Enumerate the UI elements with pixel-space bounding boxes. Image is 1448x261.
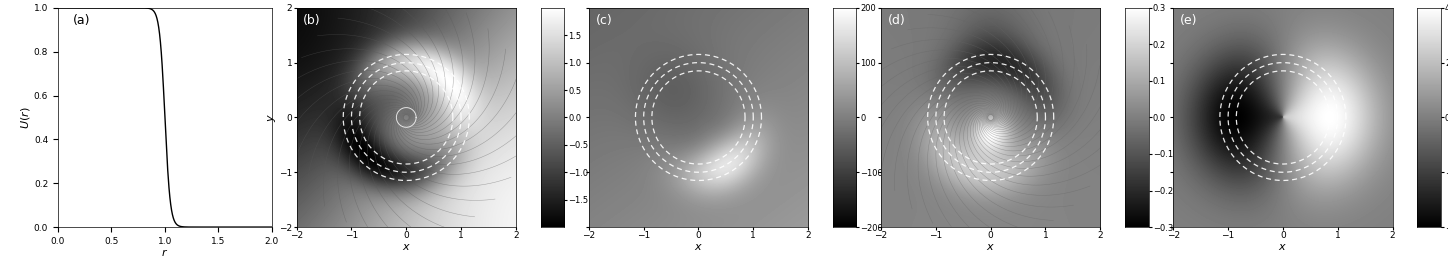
Text: (e): (e) <box>1180 14 1197 27</box>
X-axis label: $x$: $x$ <box>1279 242 1287 252</box>
Y-axis label: $y$: $y$ <box>266 113 278 122</box>
X-axis label: $x$: $x$ <box>694 242 702 252</box>
Y-axis label: $U(r)$: $U(r)$ <box>19 106 32 129</box>
X-axis label: $r$: $r$ <box>161 247 168 258</box>
Text: (c): (c) <box>595 14 613 27</box>
Text: (d): (d) <box>888 14 905 27</box>
X-axis label: $x$: $x$ <box>986 242 995 252</box>
Text: (a): (a) <box>72 14 90 27</box>
Text: (b): (b) <box>303 14 321 27</box>
X-axis label: $x$: $x$ <box>401 242 411 252</box>
